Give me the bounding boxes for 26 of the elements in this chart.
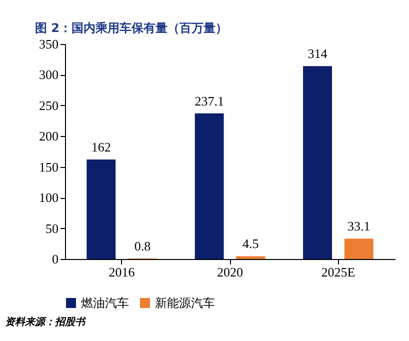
y-tick-label: 350 [39,36,58,52]
data-label: 33.1 [348,218,370,234]
y-tick-label: 150 [39,159,58,174]
bar [236,256,266,259]
x-tick-label: 2016 [108,264,136,280]
bar [303,66,332,259]
y-tick-label: 50 [46,220,58,236]
x-tick-label: 2020 [217,264,243,280]
data-label: 4.5 [242,236,259,252]
y-tick-label: 300 [39,67,58,82]
bar [194,113,224,259]
bar [86,159,116,259]
text: 资料来源：招股书 [5,316,87,328]
y-tick-label: 250 [39,98,58,113]
legend-label: 新能源汽车 [155,296,215,310]
y-tick-label: 100 [39,190,58,206]
bar [344,238,374,259]
y-tick-label: 200 [39,128,58,144]
legend-label: 燃油汽车 [81,296,129,310]
data-label: 162 [91,139,111,154]
data-label: 314 [308,46,328,62]
chart-title: 图 2：国内乘用车保有量（百万量） [35,21,228,35]
data-label: 237.1 [194,93,224,108]
y-tick-label: 0 [52,252,58,266]
data-label: 0.8 [134,238,151,254]
x-tick-label: 2025E [321,264,356,280]
